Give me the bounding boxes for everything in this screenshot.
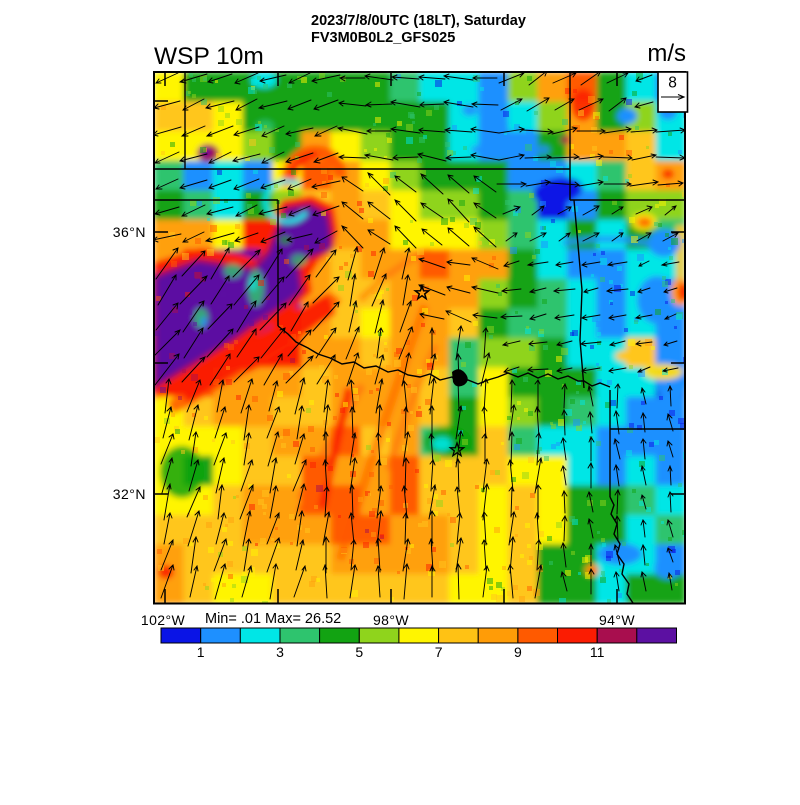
svg-text:Min= .01 Max= 26.52: Min= .01 Max= 26.52: [205, 611, 341, 627]
svg-text:5: 5: [355, 644, 363, 660]
svg-text:7: 7: [435, 644, 443, 660]
svg-text:m/s: m/s: [647, 40, 686, 67]
svg-text:11: 11: [590, 644, 605, 660]
svg-text:8: 8: [668, 75, 677, 92]
svg-text:2023/7/8/0UTC (18LT), Saturday: 2023/7/8/0UTC (18LT), Saturday: [311, 13, 526, 29]
svg-text:1: 1: [197, 644, 205, 660]
svg-text:102°W: 102°W: [141, 612, 186, 628]
svg-text:36°N: 36°N: [113, 224, 146, 240]
svg-text:32°N: 32°N: [113, 486, 146, 502]
svg-text:WSP 10m: WSP 10m: [154, 43, 264, 70]
svg-text:3: 3: [276, 644, 284, 660]
svg-text:9: 9: [514, 644, 522, 660]
svg-text:FV3M0B0L2_GFS025: FV3M0B0L2_GFS025: [311, 30, 455, 46]
svg-text:94°W: 94°W: [599, 612, 635, 628]
svg-text:98°W: 98°W: [373, 612, 409, 628]
